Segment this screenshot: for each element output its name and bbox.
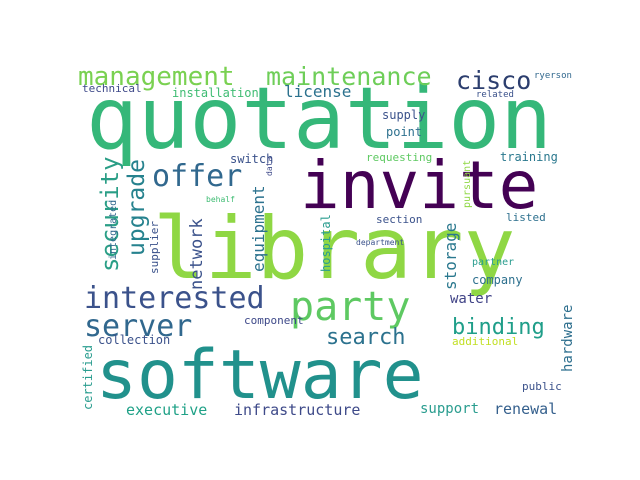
word-supplier: supplier [148, 221, 161, 274]
word-water: water [450, 291, 492, 307]
word-renewal: renewal [494, 400, 557, 418]
word-invite: invite [300, 147, 538, 224]
word-point: point [386, 125, 422, 139]
word-management: management [78, 62, 235, 92]
word-installation: installation [172, 86, 259, 100]
word-company: company [472, 273, 523, 287]
word-data: data [265, 157, 274, 176]
word-infrastructure: infrastructure [234, 401, 360, 419]
word-partner: partner [472, 257, 514, 268]
word-hardware: hardware [560, 305, 576, 372]
word-department: department [356, 238, 404, 247]
word-cisco: cisco [456, 66, 531, 95]
word-quotation: quotation [86, 69, 552, 169]
word-upgrade: upgrade [124, 159, 150, 256]
word-maintenance: maintenance [266, 62, 432, 91]
word-component: component [244, 314, 304, 327]
word-training: training [500, 150, 558, 164]
word-server: server [84, 309, 192, 344]
word-certified: certified [81, 345, 95, 410]
word-party: party [290, 284, 410, 330]
word-storage: storage [441, 223, 460, 290]
word-switch: switch [230, 152, 273, 166]
word-listed: listed [506, 211, 546, 224]
word-related: related [476, 90, 514, 100]
word-hospital: hospital [319, 214, 333, 272]
word-supply: supply [382, 108, 425, 122]
word-section: section [376, 213, 422, 226]
word-pursuant: pursuant [462, 160, 473, 208]
word-network: network [187, 218, 207, 290]
word-binding: binding [452, 315, 545, 340]
word-public: public [522, 380, 562, 393]
word-support: support [420, 401, 479, 417]
word-behalf: behalf [206, 195, 235, 204]
word-security: security [96, 156, 124, 272]
word-search: search [326, 325, 405, 350]
word-offer: offer [152, 159, 242, 194]
word-collection: collection [98, 333, 170, 347]
word-license: license [284, 82, 351, 101]
word-technical: technical [82, 82, 142, 95]
word-additional: additional [452, 335, 518, 348]
word-requesting: requesting [366, 151, 432, 164]
word-integrated: integrated [108, 200, 119, 260]
word-ryerson: ryerson [534, 71, 572, 81]
word-equipment: equipment [249, 185, 268, 272]
word-library: library [153, 199, 515, 299]
word-interested: interested [84, 281, 265, 316]
word-executive: executive [126, 401, 207, 419]
word-software: software [96, 336, 424, 415]
